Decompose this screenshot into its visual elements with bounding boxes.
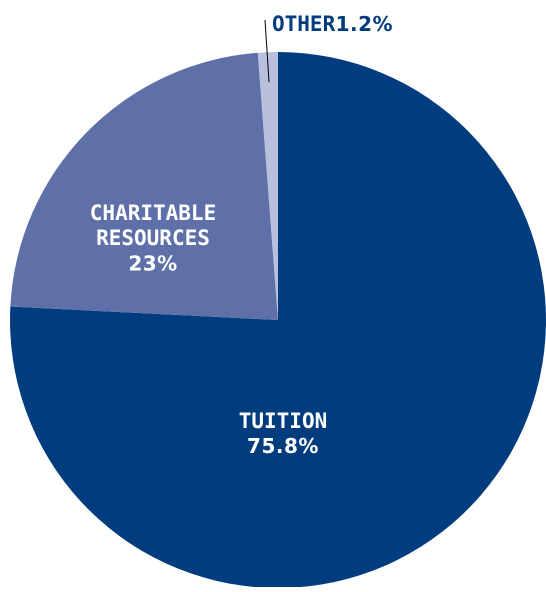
pie-slice-other xyxy=(257,52,278,320)
slice-label-charitable-resources: RESOURCES xyxy=(96,226,210,250)
slice-label-charitable-resources: CHARITABLE xyxy=(90,201,216,225)
leader-line-other xyxy=(264,19,270,83)
pie-slice-charitable-resources xyxy=(10,52,278,320)
slice-value-tuition: 75.8% xyxy=(247,434,319,458)
slice-value-charitable-resources: 23% xyxy=(128,251,177,275)
slice-label-tuition: TUITION xyxy=(239,409,328,433)
slice-label-other: OTHER xyxy=(272,12,336,36)
slice-value-other: 1.2% xyxy=(336,12,393,36)
